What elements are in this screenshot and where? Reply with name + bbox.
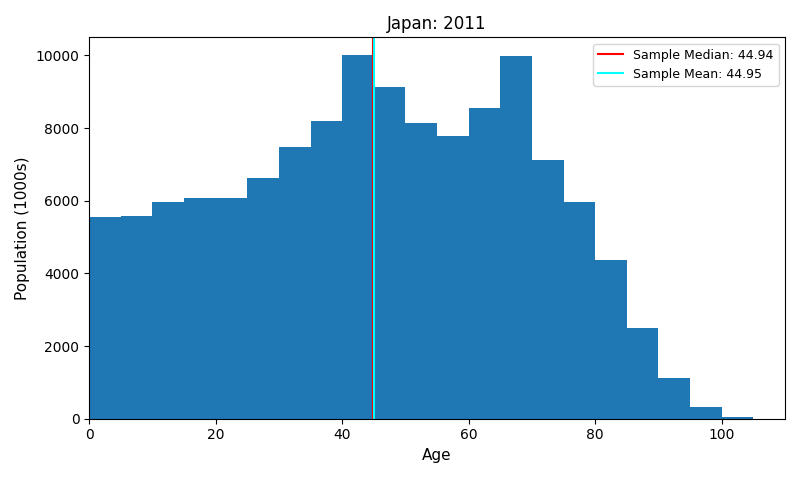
Title: Japan: 2011: Japan: 2011	[387, 15, 487, 33]
X-axis label: Age: Age	[422, 448, 452, 463]
Y-axis label: Population (1000s): Population (1000s)	[15, 156, 30, 300]
Legend: Sample Median: 44.94, Sample Mean: 44.95: Sample Median: 44.94, Sample Mean: 44.95	[594, 43, 778, 86]
Sample Mean: 44.95: (45, 0): 44.95: (45, 0)	[369, 416, 378, 422]
Sample Median: 44.94: (44.9, 1): 44.94: (44.9, 1)	[369, 416, 378, 422]
Sample Mean: 44.95: (45, 1): 44.95: (45, 1)	[369, 416, 378, 422]
Sample Median: 44.94: (44.9, 0): 44.94: (44.9, 0)	[369, 416, 378, 422]
